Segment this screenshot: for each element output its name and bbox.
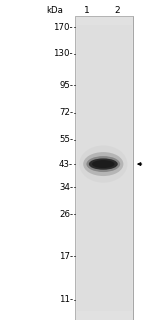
Text: 72-: 72- — [59, 108, 73, 117]
Bar — [77, 25, 132, 311]
Text: 17-: 17- — [59, 252, 73, 261]
Bar — [79, 34, 130, 302]
Text: 130-: 130- — [54, 49, 73, 58]
Text: 95-: 95- — [59, 81, 73, 90]
Text: 26-: 26- — [59, 210, 73, 219]
Ellipse shape — [86, 156, 120, 172]
Text: 2: 2 — [115, 6, 120, 15]
Ellipse shape — [92, 160, 115, 168]
Bar — [75, 16, 134, 320]
Ellipse shape — [79, 145, 127, 183]
Text: 43-: 43- — [59, 160, 73, 169]
Ellipse shape — [83, 152, 123, 176]
Text: 170-: 170- — [54, 23, 73, 32]
Text: 1: 1 — [84, 6, 90, 15]
Text: kDa: kDa — [46, 6, 63, 15]
Bar — [75, 16, 134, 320]
Ellipse shape — [89, 158, 118, 170]
Text: 11-: 11- — [59, 295, 73, 304]
Text: 34-: 34- — [59, 183, 73, 192]
Text: 55-: 55- — [59, 135, 73, 144]
